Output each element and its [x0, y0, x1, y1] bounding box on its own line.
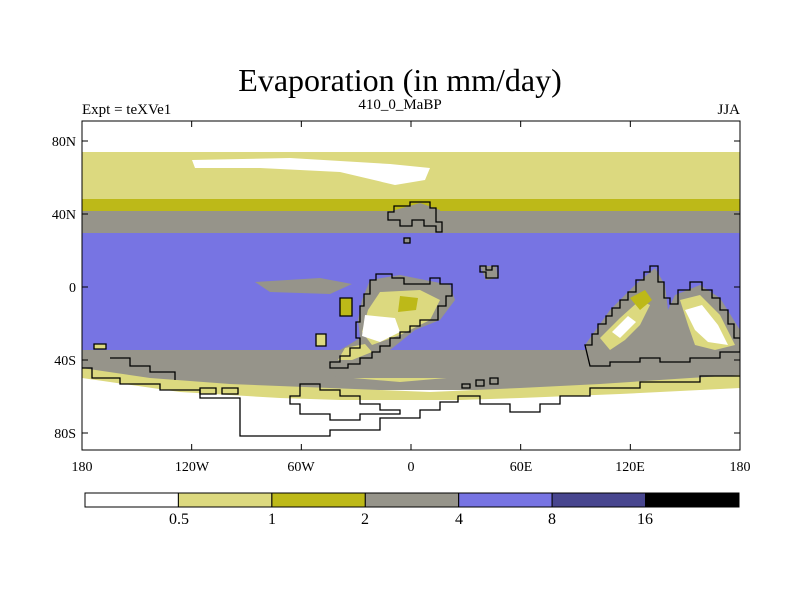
period-label: 410_0_MaBP — [358, 97, 442, 113]
page-title: Evaporation (in mm/day) — [238, 62, 562, 98]
lat-label: 80S — [54, 427, 76, 442]
colorbar-label: 1 — [268, 511, 276, 528]
colorbar-bin — [84, 492, 179, 508]
axis-ticks — [81, 121, 741, 450]
colorbar-bin — [458, 492, 553, 508]
lon-label: 0 — [408, 460, 415, 475]
lon-label: 60E — [510, 460, 533, 475]
colorbar-label: 8 — [548, 511, 556, 528]
lon-label: 120E — [615, 460, 645, 475]
colorbar-bin — [645, 492, 740, 508]
colorbar-bin — [551, 492, 646, 508]
season-label: JJA — [717, 102, 740, 118]
lon-label: 120W — [175, 460, 210, 475]
colorbar-bin — [177, 492, 273, 508]
colorbar-label: 0.5 — [169, 511, 189, 528]
lat-label: 80N — [52, 135, 76, 150]
colorbar-label: 2 — [361, 511, 369, 528]
colorbar-label: 16 — [637, 511, 653, 528]
colorbar-label: 4 — [455, 511, 463, 528]
lon-label: 180 — [730, 460, 751, 475]
experiment-label: Expt = teXVe1 — [82, 102, 172, 118]
lat-label: 40S — [54, 354, 76, 369]
colorbar-bin — [271, 492, 366, 508]
lat-label: 0 — [69, 281, 76, 296]
map-field — [82, 121, 740, 450]
lon-label: 180 — [72, 460, 93, 475]
colorbar-bin — [364, 492, 460, 508]
lat-label: 40N — [52, 208, 76, 223]
lon-label: 60W — [287, 460, 315, 475]
